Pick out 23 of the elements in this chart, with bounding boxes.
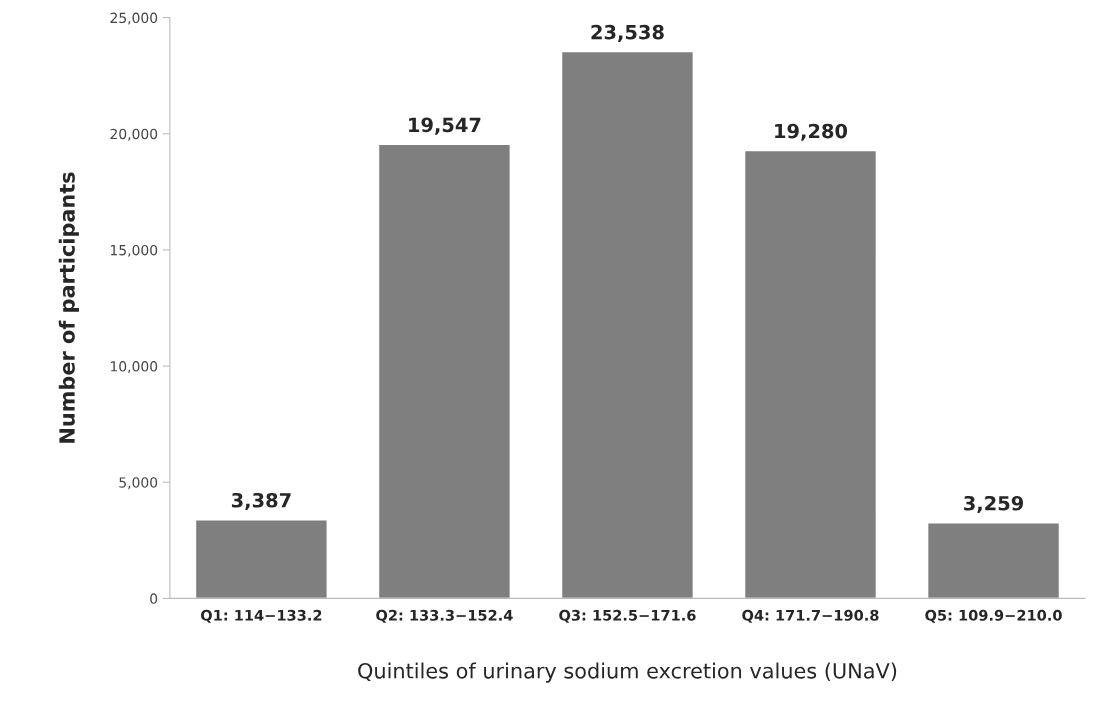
- x-tick-label: Q2: 133.3−152.4: [376, 609, 513, 623]
- data-label: 3,259: [964, 495, 1024, 514]
- y-tick-label: 20,000: [110, 128, 158, 141]
- y-axis-title: Number of participants: [58, 172, 79, 443]
- x-tick-label: Q5: 109.9−210.0: [925, 609, 1062, 623]
- data-label: 19,547: [409, 117, 481, 135]
- y-tick-label: 25,000: [110, 12, 158, 25]
- bar: [377, 143, 512, 599]
- y-tick-label: 0: [150, 593, 158, 604]
- bar: [560, 50, 695, 599]
- x-tick-label: Q1: 114−133.2: [201, 609, 322, 623]
- y-tick-label: 5,000: [119, 477, 158, 490]
- bar: [743, 149, 878, 599]
- bar: [194, 519, 328, 599]
- x-tick-label: Q4: 171.7−190.8: [742, 609, 879, 623]
- x-tick-label: Q3: 152.5−171.6: [559, 609, 696, 623]
- bar: [926, 521, 1061, 599]
- data-label: 3,387: [231, 492, 291, 511]
- data-label: 19,280: [775, 123, 848, 141]
- x-axis-title: Quintiles of urinary sodium excretion values (UNaV): [358, 662, 897, 683]
- data-label: 23,538: [591, 24, 664, 42]
- y-tick-label: 15,000: [111, 244, 158, 257]
- y-tick-label: 10,000: [111, 361, 158, 373]
